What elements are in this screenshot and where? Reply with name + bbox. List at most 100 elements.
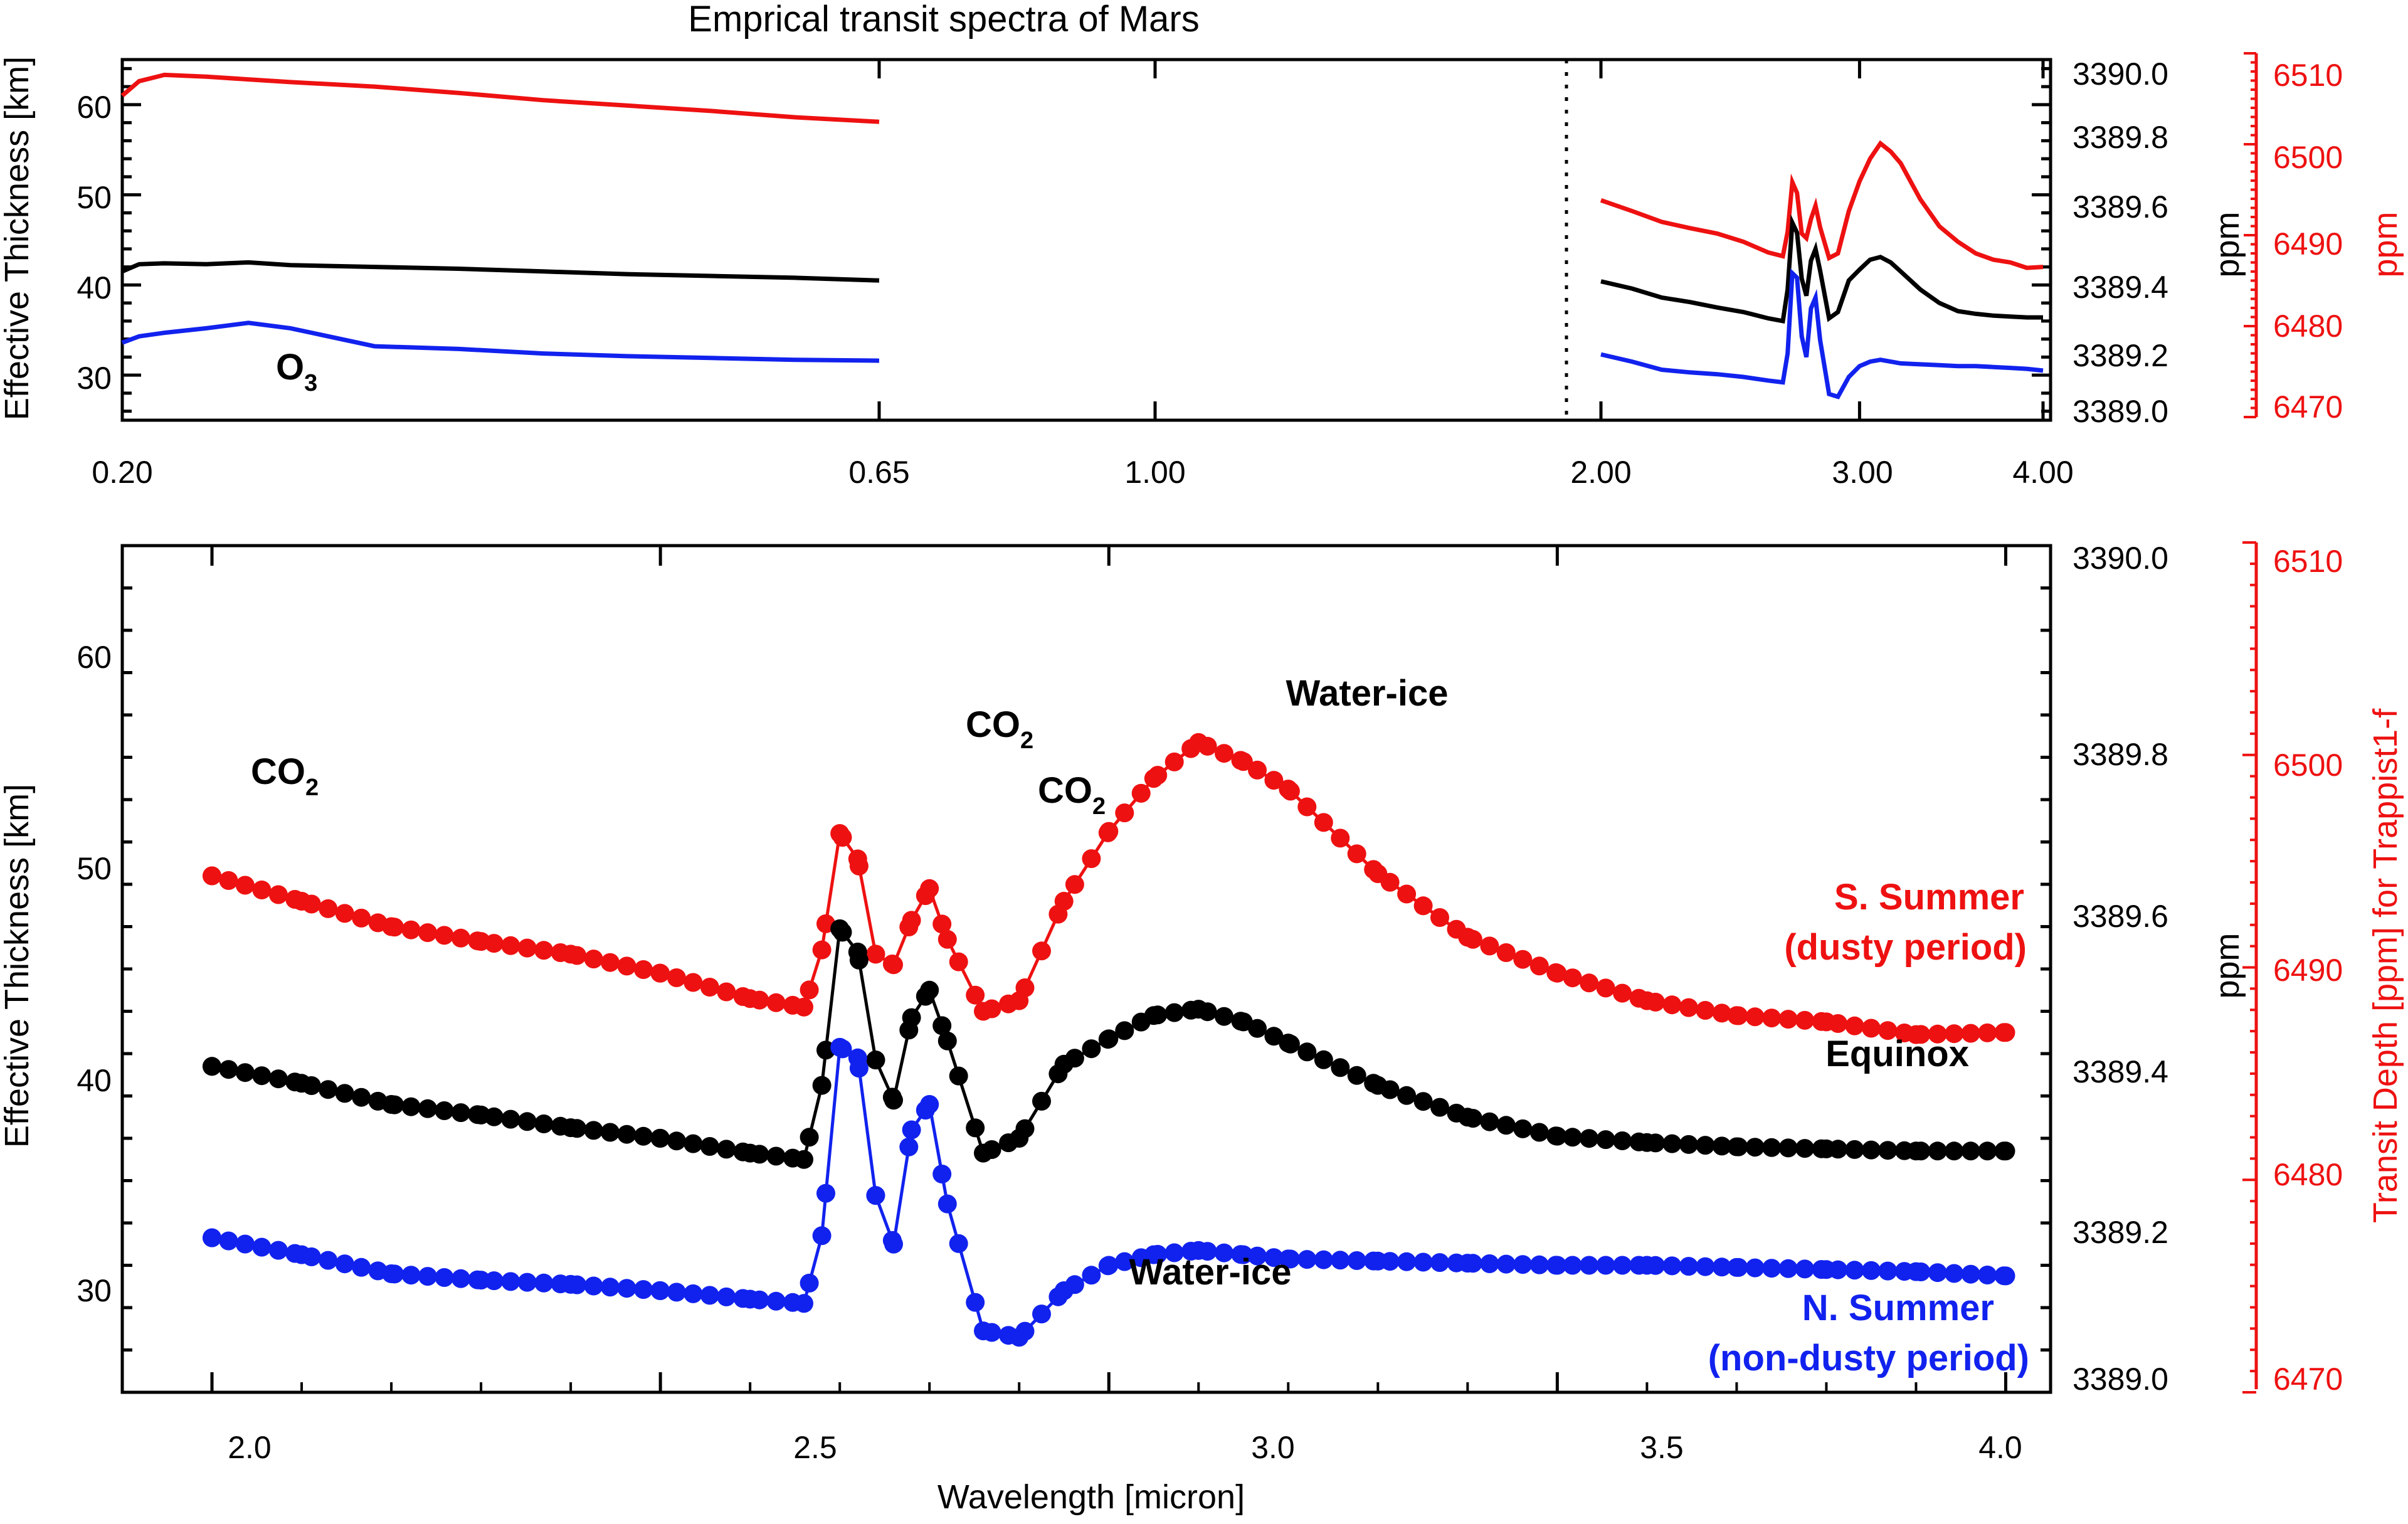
data-point bbox=[1233, 1245, 1253, 1264]
data-point bbox=[1778, 1010, 1798, 1029]
data-point bbox=[1032, 1304, 1051, 1324]
data-point bbox=[899, 1137, 919, 1156]
data-point bbox=[700, 1286, 719, 1305]
data-point bbox=[1978, 1266, 1997, 1284]
top-right-ylabel: ppm bbox=[2209, 211, 2246, 277]
bottom-ylabel: Effective Thickness [km] bbox=[0, 784, 36, 1148]
bottom-right-ytick-label: 3389.6 bbox=[2073, 899, 2168, 934]
data-point bbox=[601, 1278, 620, 1297]
data-point bbox=[1795, 1010, 1815, 1030]
top-uv-line-n-summer bbox=[121, 320, 880, 363]
bottom-right2-ytick-label: 6500 bbox=[2273, 748, 2343, 783]
data-point bbox=[601, 953, 620, 972]
data-point bbox=[1729, 1257, 1748, 1277]
data-point bbox=[750, 1290, 769, 1310]
data-point bbox=[634, 1126, 653, 1146]
data-point bbox=[717, 1287, 736, 1306]
data-point bbox=[937, 929, 957, 949]
bottom-right2-ylabel: Transit Depth [ppm] for Trappist1-f bbox=[2367, 708, 2404, 1223]
bottom-right-ytick-label: 3389.8 bbox=[2073, 737, 2168, 772]
top-right-ytick-label: 3389.6 bbox=[2073, 189, 2168, 225]
bottom-right-ytick-label: 3389.0 bbox=[2073, 1362, 2168, 1397]
data-point bbox=[1082, 1266, 1101, 1285]
data-point bbox=[1911, 1262, 1931, 1281]
data-point bbox=[902, 1120, 921, 1140]
data-point bbox=[766, 1146, 786, 1166]
data-point bbox=[252, 1066, 272, 1086]
data-point bbox=[1862, 1261, 1881, 1280]
data-point bbox=[667, 1131, 686, 1151]
data-point bbox=[1829, 1014, 1847, 1033]
data-point bbox=[335, 904, 354, 923]
data-point bbox=[1580, 1256, 1599, 1275]
data-point bbox=[1829, 1260, 1847, 1279]
data-point bbox=[1712, 1003, 1731, 1023]
top-panel: Emprical transit spectra of Mars 30 40 5… bbox=[0, 0, 2404, 490]
data-point bbox=[1248, 1246, 1267, 1266]
series-line-n-summer bbox=[211, 1044, 2006, 1339]
data-point bbox=[1314, 813, 1333, 832]
data-point bbox=[302, 1076, 321, 1095]
equinox-label: Equinox bbox=[1825, 1034, 1969, 1074]
data-point bbox=[1745, 1007, 1765, 1027]
top-xtick-label: 4.00 bbox=[2012, 455, 2073, 490]
data-point bbox=[1198, 736, 1217, 756]
data-point bbox=[319, 1251, 338, 1270]
bottom-right-ytick-label: 3389.4 bbox=[2073, 1054, 2168, 1089]
data-point bbox=[949, 952, 968, 971]
bottom-xtick-label: 2.5 bbox=[793, 1430, 837, 1465]
data-point bbox=[1032, 941, 1051, 961]
top-ytick-label: 30 bbox=[77, 361, 112, 396]
data-point bbox=[1496, 1254, 1516, 1274]
data-point bbox=[1099, 822, 1119, 841]
top-ytick-label: 50 bbox=[77, 180, 112, 215]
data-point bbox=[1430, 908, 1449, 927]
data-point bbox=[795, 1150, 813, 1169]
data-point bbox=[1148, 1005, 1168, 1025]
data-point bbox=[1413, 1092, 1433, 1111]
data-point bbox=[1745, 1258, 1765, 1278]
data-point bbox=[1397, 884, 1417, 904]
data-point bbox=[268, 1069, 288, 1089]
top-xtick-label: 1.00 bbox=[1124, 455, 1185, 490]
data-point bbox=[302, 1247, 321, 1266]
data-point bbox=[1580, 1129, 1599, 1148]
data-point bbox=[812, 1076, 832, 1095]
data-point bbox=[634, 1280, 653, 1299]
data-point bbox=[1513, 1119, 1533, 1138]
data-point bbox=[1712, 1257, 1731, 1277]
water-ice-bottom-annotation: Water-ice bbox=[1129, 1252, 1292, 1293]
data-point bbox=[1679, 1135, 1698, 1154]
top-ir-line-n-summer bbox=[1600, 268, 2044, 400]
data-point bbox=[1164, 1243, 1184, 1262]
data-point bbox=[1082, 849, 1101, 869]
data-point bbox=[501, 1109, 520, 1129]
data-point bbox=[684, 973, 703, 992]
data-point bbox=[1613, 1256, 1632, 1275]
data-point bbox=[1845, 1261, 1864, 1280]
data-point bbox=[1297, 1250, 1317, 1269]
data-point bbox=[534, 1114, 554, 1133]
data-point bbox=[1945, 1141, 1964, 1161]
data-point bbox=[235, 1234, 255, 1254]
bottom-xlabel: Wavelength [micron] bbox=[937, 1478, 1245, 1516]
data-point bbox=[268, 1241, 288, 1260]
data-point bbox=[1115, 1252, 1134, 1271]
top-right2-ytick-label: 6490 bbox=[2273, 226, 2343, 262]
top-ir-line-s-summer bbox=[1600, 140, 2044, 270]
data-point bbox=[617, 1279, 636, 1298]
data-point bbox=[1712, 1136, 1731, 1156]
data-point bbox=[1646, 1256, 1665, 1275]
data-point bbox=[1679, 1257, 1698, 1276]
top-right2-ytick-label: 6470 bbox=[2273, 389, 2343, 425]
top-xtick-label: 3.00 bbox=[1832, 455, 1893, 490]
data-point bbox=[1380, 1252, 1400, 1271]
data-point bbox=[484, 934, 504, 953]
data-point bbox=[1480, 1254, 1499, 1273]
data-point bbox=[418, 923, 437, 943]
data-point bbox=[1148, 766, 1168, 785]
data-point bbox=[1297, 797, 1317, 817]
data-point bbox=[1065, 1275, 1084, 1294]
data-point bbox=[866, 1186, 885, 1205]
